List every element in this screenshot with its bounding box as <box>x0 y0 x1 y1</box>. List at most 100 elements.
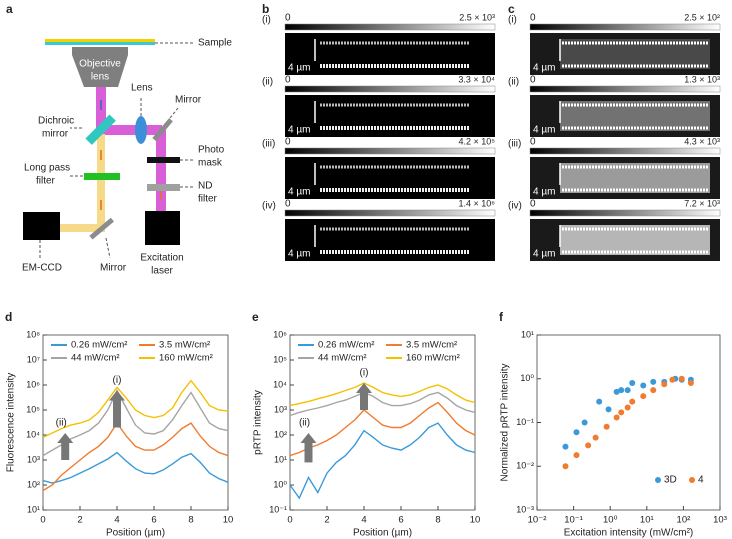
label: filter <box>198 194 218 205</box>
legend-label: 0.26 mW/cm² <box>71 340 127 351</box>
colorbar-min: 0 <box>285 199 291 210</box>
point <box>562 463 569 470</box>
y-tick-label: 10¹ <box>521 329 534 339</box>
image <box>285 33 495 75</box>
point <box>613 414 620 421</box>
colorbar <box>529 209 721 217</box>
colorbar <box>284 209 496 217</box>
sample <box>45 39 155 42</box>
row-label: (ii) <box>508 77 519 88</box>
scale-bar-label: 4 µm <box>288 125 310 136</box>
legend-label: 4 <box>698 475 704 486</box>
scale-bar-label: 4 µm <box>533 249 555 260</box>
x-tick-label: 0 <box>40 515 45 526</box>
label: laser <box>151 266 173 277</box>
point <box>640 382 647 389</box>
legend-label: 160 mW/cm² <box>406 353 460 364</box>
y-tick-label: 10² <box>27 479 40 489</box>
image <box>285 219 495 261</box>
panel-label: d <box>5 310 12 324</box>
y-tick-label: 10⁻² <box>516 461 534 471</box>
x-axis-title: Position (µm) <box>353 528 412 539</box>
x-tick-label: 10 <box>470 515 481 526</box>
annotation: (i) <box>113 375 122 386</box>
x-axis-title: Excitation intensity (mW/cm²) <box>564 528 693 539</box>
scale-bar-label: 4 µm <box>533 63 555 74</box>
legend-label: 44 mW/cm² <box>318 353 367 364</box>
mirror <box>89 217 115 240</box>
y-tick-label: 10⁶ <box>273 329 287 339</box>
point <box>562 443 569 450</box>
arrow <box>360 392 368 410</box>
scale-bar-label: 4 µm <box>288 63 310 74</box>
arrow <box>61 442 70 460</box>
image <box>285 157 495 199</box>
image <box>285 95 495 137</box>
arrow <box>113 399 121 428</box>
point <box>596 398 603 405</box>
point <box>624 404 631 411</box>
x-tick-label: 6 <box>398 515 403 526</box>
label: mirror <box>42 129 69 140</box>
scale-bar-label: 4 µm <box>288 187 310 198</box>
point <box>624 387 631 394</box>
point <box>618 387 625 394</box>
label: Dichroic <box>38 116 74 127</box>
laser <box>145 211 180 245</box>
beam <box>97 134 105 232</box>
colorbar <box>529 147 721 155</box>
x-tick-label: 10³ <box>713 515 727 526</box>
row-label: (iv) <box>262 201 276 212</box>
sample <box>45 42 155 45</box>
line <box>42 388 229 457</box>
point <box>613 388 620 395</box>
x-tick-label: 10² <box>677 515 691 526</box>
colorbar-min: 0 <box>530 199 536 210</box>
point <box>618 409 625 416</box>
panel-label: b <box>262 2 269 16</box>
arrow <box>109 390 125 401</box>
colorbar <box>529 85 721 93</box>
panel-label: c <box>508 2 515 16</box>
x-tick-label: 4 <box>114 515 119 526</box>
objective <box>72 55 128 87</box>
y-tick-label: 10¹ <box>27 504 40 514</box>
label: Sample <box>198 38 232 49</box>
row-label: (i) <box>262 15 271 26</box>
point <box>640 393 647 400</box>
label: ND <box>198 181 212 192</box>
y-tick-label: 10⁷ <box>27 354 40 364</box>
leader <box>169 107 179 119</box>
photo-mask <box>147 157 180 163</box>
legend-label: 44 mW/cm² <box>71 353 120 364</box>
line <box>42 421 229 492</box>
panel-label: a <box>6 2 13 16</box>
mirror <box>152 118 173 142</box>
y-tick-label: 10⁰ <box>520 373 534 383</box>
annotation: (ii) <box>299 418 310 429</box>
line <box>289 401 476 457</box>
y-tick-label: 10⁵ <box>26 404 40 414</box>
label: Photo <box>198 145 225 156</box>
colorbar <box>284 85 496 93</box>
x-tick-label: 8 <box>188 515 193 526</box>
y-tick-label: 10³ <box>274 404 287 414</box>
point <box>669 376 676 383</box>
legend-label: 0.26 mW/cm² <box>318 340 374 351</box>
point <box>687 379 694 386</box>
leader <box>105 237 111 259</box>
y-tick-label: 10⁴ <box>26 429 40 439</box>
label: Mirror <box>175 95 202 106</box>
x-tick-label: 6 <box>151 515 156 526</box>
beam <box>45 224 105 232</box>
em-ccd <box>23 212 60 240</box>
point <box>585 442 592 449</box>
colorbar-max: 4.3 × 10³ <box>684 136 720 146</box>
y-tick-label: 10⁶ <box>26 379 40 389</box>
label: Mirror <box>100 263 127 274</box>
arrow <box>300 433 317 443</box>
x-tick-label: 0 <box>287 515 292 526</box>
arrow <box>304 442 313 463</box>
colorbar-max: 4.2 × 10⁵ <box>458 136 495 146</box>
colorbar-max: 7.2 × 10³ <box>684 198 720 208</box>
